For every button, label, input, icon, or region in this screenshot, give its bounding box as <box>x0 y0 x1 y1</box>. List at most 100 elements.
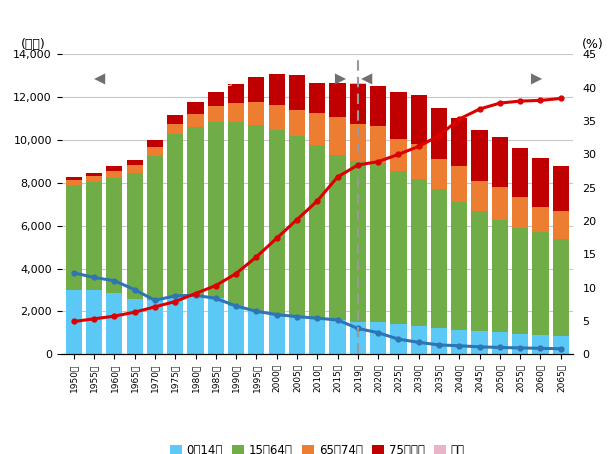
Bar <box>86 290 102 354</box>
Bar <box>208 106 224 122</box>
Bar <box>309 114 325 145</box>
Bar <box>309 83 325 114</box>
Bar <box>512 197 529 228</box>
Bar <box>187 295 204 354</box>
Bar <box>126 173 143 300</box>
Bar <box>370 163 386 322</box>
Bar <box>553 212 569 239</box>
Bar <box>66 177 82 180</box>
Bar <box>330 83 346 118</box>
Bar <box>431 159 447 189</box>
Bar <box>269 130 285 315</box>
Bar <box>350 161 366 321</box>
Bar <box>147 156 163 300</box>
Bar <box>492 332 508 354</box>
Bar <box>248 77 264 102</box>
Bar <box>228 84 244 103</box>
Bar <box>248 125 264 311</box>
Bar <box>471 331 488 354</box>
Bar <box>370 322 386 354</box>
Bar <box>187 114 204 127</box>
Bar <box>228 103 244 122</box>
Bar <box>126 300 143 354</box>
Bar <box>167 123 184 133</box>
Bar <box>411 144 427 179</box>
Bar <box>350 84 366 123</box>
Bar <box>350 321 366 354</box>
Bar <box>208 298 224 354</box>
Bar <box>451 166 468 202</box>
Text: 推計値: 推計値 <box>439 72 464 86</box>
Bar <box>492 137 508 187</box>
Bar <box>411 326 427 354</box>
Bar <box>309 318 325 354</box>
Bar <box>66 185 82 291</box>
Bar <box>228 122 244 306</box>
Bar <box>126 165 143 173</box>
Bar <box>106 178 123 293</box>
Bar <box>330 154 346 320</box>
Bar <box>330 118 346 154</box>
Bar <box>350 83 366 84</box>
Bar <box>126 160 143 165</box>
Legend: 0～14歳, 15～64歳, 65～74歳, 75歳以上, 不詳: 0～14歳, 15～64歳, 65～74歳, 75歳以上, 不詳 <box>165 439 469 454</box>
Bar <box>532 232 548 335</box>
Bar <box>553 239 569 336</box>
Bar <box>451 118 468 166</box>
Bar <box>512 148 529 197</box>
Bar <box>167 296 184 354</box>
Bar <box>228 306 244 354</box>
Bar <box>147 300 163 354</box>
Bar <box>269 315 285 354</box>
Bar <box>391 171 407 324</box>
Bar <box>106 171 123 178</box>
Bar <box>66 291 82 354</box>
Bar <box>370 86 386 126</box>
Bar <box>187 103 204 114</box>
Bar <box>86 182 102 290</box>
Bar <box>289 110 305 136</box>
Bar <box>147 140 163 148</box>
Bar <box>289 75 305 110</box>
Bar <box>187 127 204 295</box>
Bar <box>532 207 548 232</box>
Bar <box>147 148 163 156</box>
Bar <box>106 293 123 354</box>
Text: (万人): (万人) <box>21 39 46 51</box>
Text: (%): (%) <box>582 39 604 51</box>
Bar <box>208 92 224 106</box>
Bar <box>451 202 468 330</box>
Bar <box>431 189 447 328</box>
Bar <box>370 126 386 163</box>
Bar <box>492 187 508 220</box>
Bar <box>66 180 82 185</box>
Bar <box>553 166 569 212</box>
Bar <box>350 123 366 161</box>
Bar <box>248 102 264 125</box>
Bar <box>512 334 529 354</box>
Bar <box>512 228 529 334</box>
Bar <box>330 320 346 354</box>
Bar <box>532 158 548 207</box>
Bar <box>269 104 285 130</box>
Bar <box>411 95 427 144</box>
Bar <box>167 115 184 123</box>
Bar <box>471 181 488 211</box>
Bar <box>451 330 468 354</box>
Bar <box>553 336 569 354</box>
Bar <box>309 145 325 318</box>
Bar <box>431 108 447 159</box>
Bar <box>289 316 305 354</box>
Bar <box>269 74 285 104</box>
Bar <box>471 130 488 181</box>
Bar <box>167 133 184 296</box>
Bar <box>391 324 407 354</box>
Bar <box>532 335 548 354</box>
Bar <box>391 92 407 138</box>
Bar <box>471 211 488 331</box>
Bar <box>208 122 224 298</box>
Text: 実績値: 実績値 <box>208 72 233 86</box>
Bar <box>106 167 123 171</box>
Bar <box>411 179 427 326</box>
Bar <box>391 138 407 171</box>
